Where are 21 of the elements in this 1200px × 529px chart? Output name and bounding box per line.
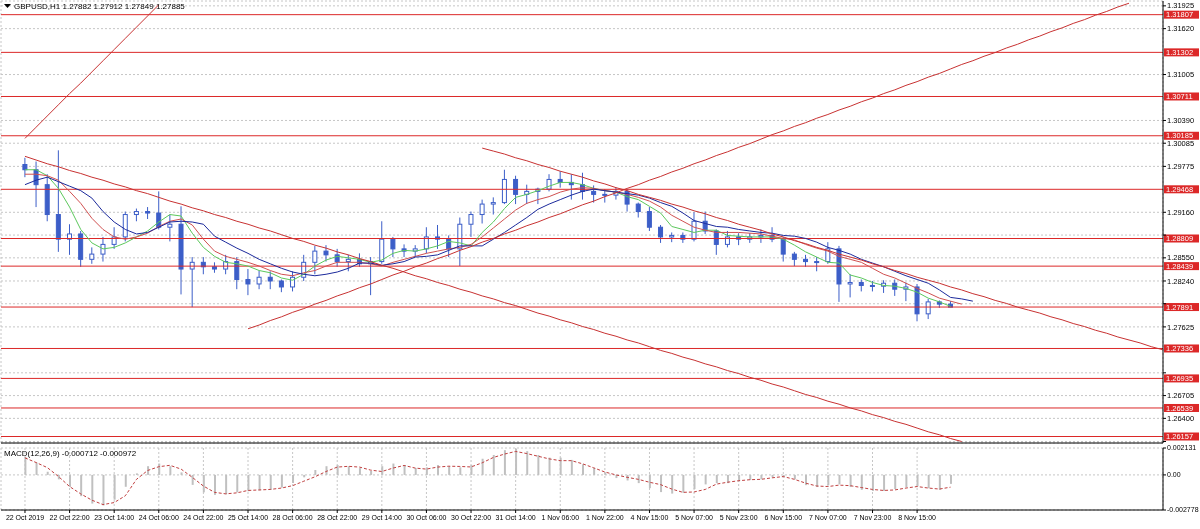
candlestick xyxy=(100,236,106,263)
candlestick xyxy=(379,220,385,265)
chart-title: MACD(12,26,9) -0.000712 -0.000972 xyxy=(4,449,137,458)
candlestick xyxy=(256,270,262,290)
candlestick xyxy=(847,273,853,298)
candlestick xyxy=(513,175,519,205)
candlestick xyxy=(167,214,173,242)
candlestick xyxy=(312,245,318,275)
candlestick xyxy=(323,244,329,263)
candlestick xyxy=(501,169,507,205)
candlestick xyxy=(646,206,652,232)
candlestick xyxy=(67,223,73,256)
candlestick xyxy=(290,270,296,292)
candlestick xyxy=(390,236,396,258)
candlestick xyxy=(245,268,251,296)
candlestick xyxy=(423,226,429,254)
candlestick xyxy=(122,211,128,242)
candlestick xyxy=(22,157,28,178)
candlestick xyxy=(468,211,474,238)
candlestick xyxy=(479,199,485,224)
chart-title: GBPUSD,H1 1.27882 1.27912 1.27849 1.27885 xyxy=(14,2,185,11)
